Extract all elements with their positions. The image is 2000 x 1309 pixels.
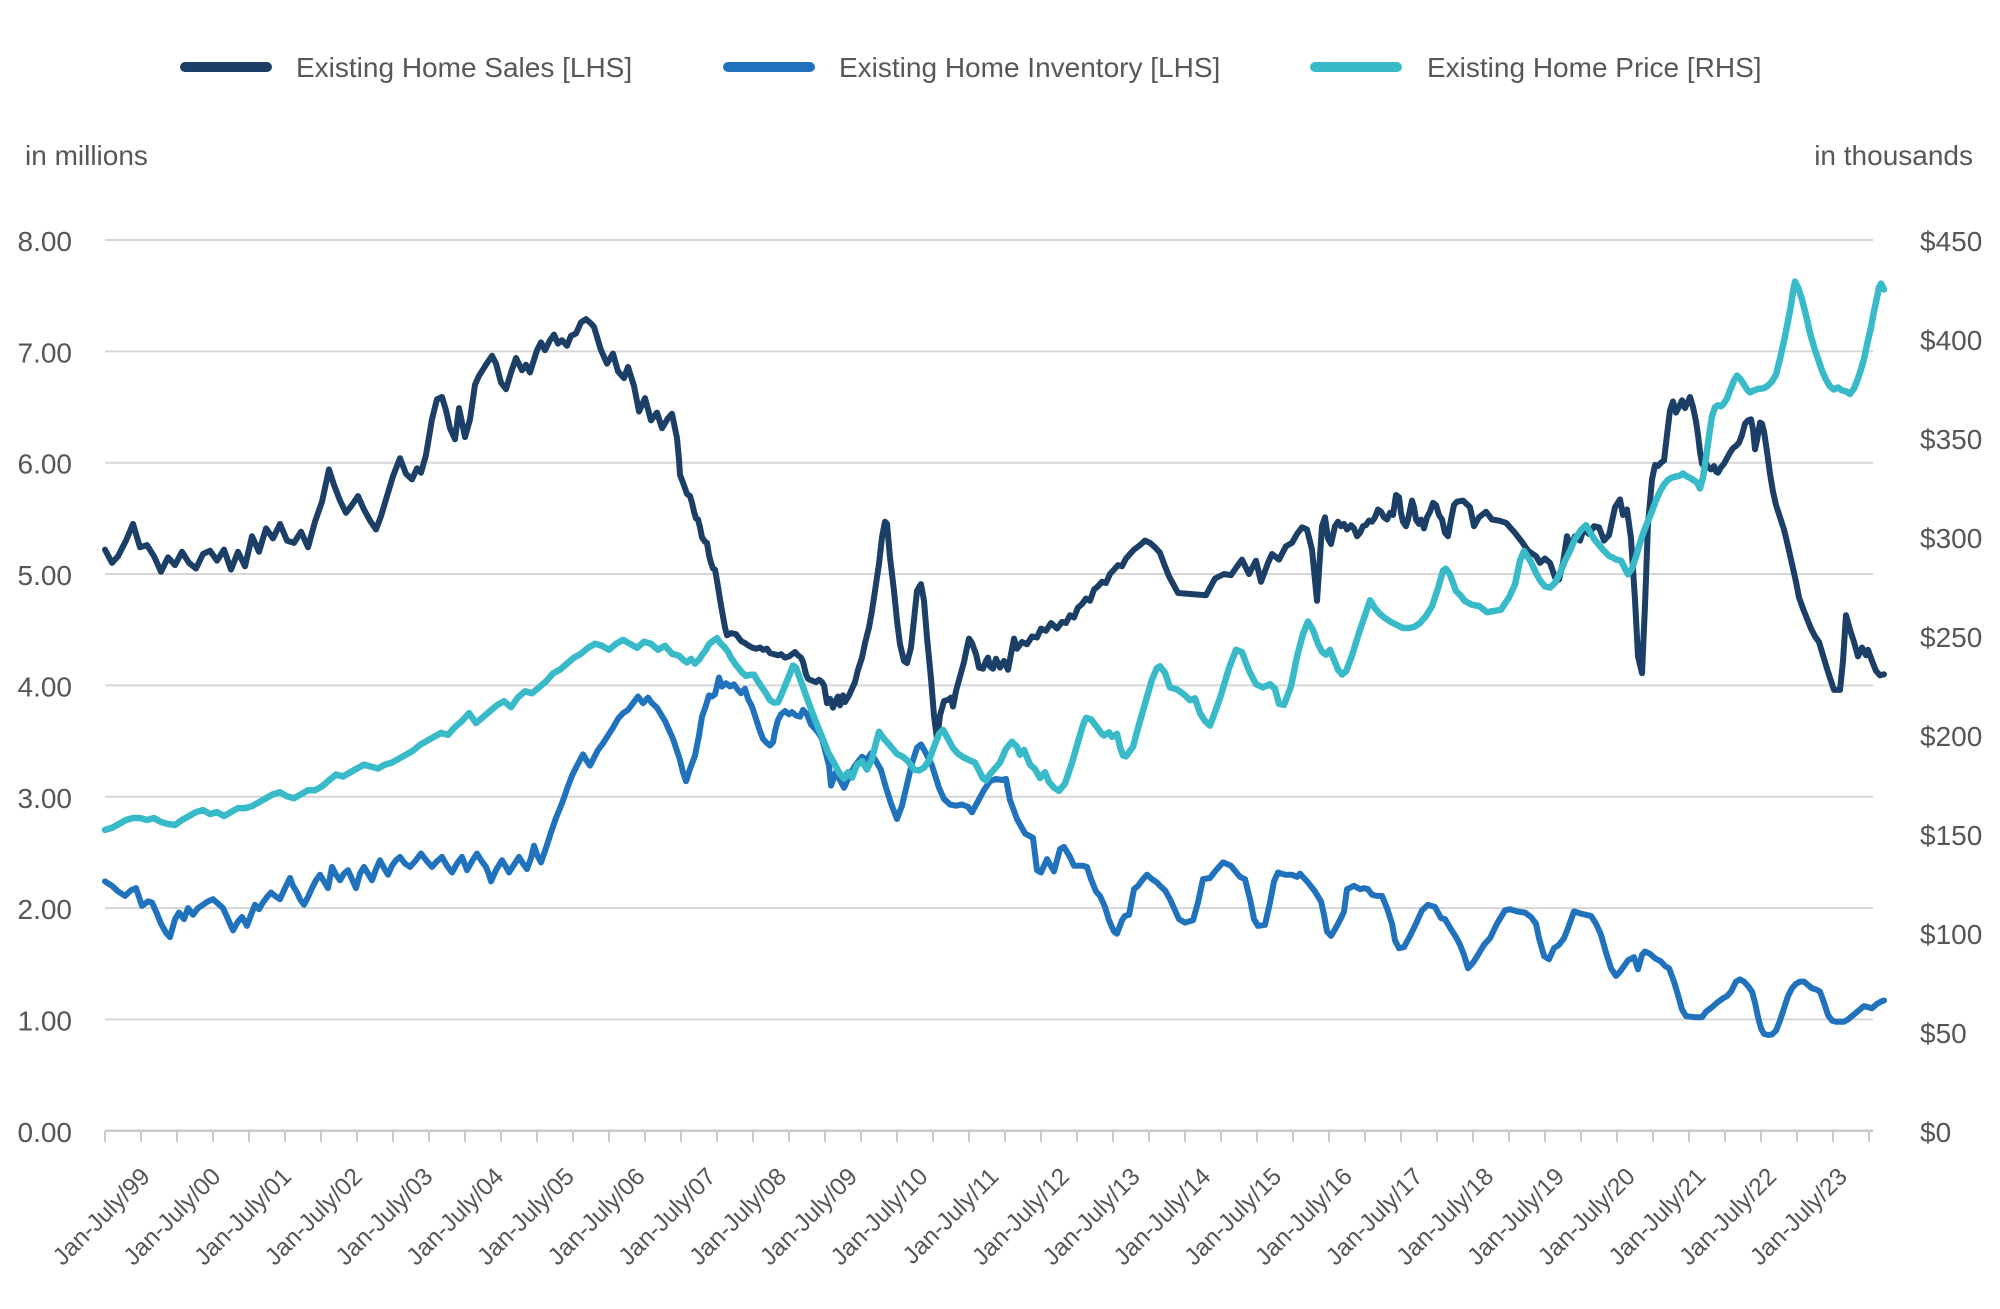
svg-text:Existing Home Inventory [LHS]: Existing Home Inventory [LHS]	[839, 52, 1220, 83]
svg-text:$350: $350	[1920, 424, 1982, 455]
svg-text:$150: $150	[1920, 820, 1982, 851]
svg-text:$400: $400	[1920, 325, 1982, 356]
svg-text:in millions: in millions	[25, 140, 148, 171]
svg-text:5.00: 5.00	[18, 560, 73, 591]
svg-text:$450: $450	[1920, 226, 1982, 257]
svg-text:$0: $0	[1920, 1117, 1951, 1148]
svg-text:$200: $200	[1920, 721, 1982, 752]
svg-text:8.00: 8.00	[18, 226, 73, 257]
svg-text:$50: $50	[1920, 1018, 1967, 1049]
svg-text:$250: $250	[1920, 622, 1982, 653]
svg-text:2.00: 2.00	[18, 894, 73, 925]
svg-text:7.00: 7.00	[18, 337, 73, 368]
svg-text:3.00: 3.00	[18, 783, 73, 814]
svg-text:0.00: 0.00	[18, 1117, 73, 1148]
svg-text:$100: $100	[1920, 919, 1982, 950]
svg-text:1.00: 1.00	[18, 1005, 73, 1036]
svg-text:Existing Home Price [RHS]: Existing Home Price [RHS]	[1427, 52, 1762, 83]
svg-text:4.00: 4.00	[18, 671, 73, 702]
svg-text:Existing Home Sales [LHS]: Existing Home Sales [LHS]	[296, 52, 632, 83]
svg-text:6.00: 6.00	[18, 449, 73, 480]
svg-text:$300: $300	[1920, 523, 1982, 554]
svg-text:in thousands: in thousands	[1814, 140, 1973, 171]
